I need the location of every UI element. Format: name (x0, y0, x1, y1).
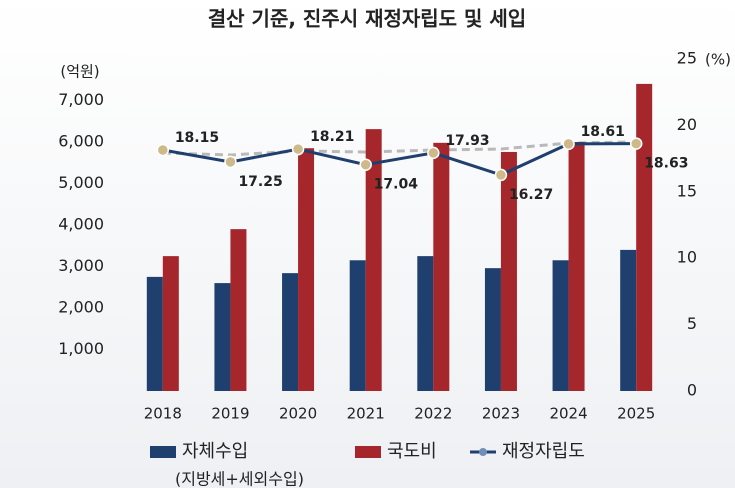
bar (636, 83, 653, 392)
trend-line (162, 140, 637, 157)
x-tick-label: 2021 (347, 405, 385, 423)
bar (568, 142, 585, 391)
y-tick-label: 6,000 (58, 132, 104, 151)
y2-tick-label: 10 (677, 248, 697, 267)
legend-label: 국도비 (387, 441, 437, 462)
x-tick-label: 2024 (549, 405, 587, 423)
y2-tick-label: 5 (687, 314, 697, 333)
x-tick-label: 2022 (414, 405, 452, 423)
bar (500, 151, 517, 391)
data-label: 18.61 (581, 124, 625, 140)
data-label: 17.93 (445, 133, 489, 149)
bar (146, 276, 163, 391)
bar (433, 142, 450, 391)
bar (298, 148, 315, 391)
bar (214, 283, 231, 391)
y2-tick-label: 0 (687, 381, 697, 400)
x-tick-label: 2025 (617, 405, 655, 423)
chart-title: 결산 기준, 진주시 재정자립도 및 세입 (208, 7, 526, 31)
y-tick-label: 7,000 (58, 90, 104, 109)
legend-swatch (355, 446, 381, 458)
y2-tick-label: 25 (677, 49, 697, 68)
x-tick-label: 2019 (211, 405, 249, 423)
legend-note: (지방세+세외수입) (175, 470, 304, 488)
y2-tick-label: 15 (677, 181, 697, 200)
x-tick-label: 2018 (144, 405, 182, 423)
data-label: 16.27 (509, 187, 553, 203)
y-axis-label: (억원) (60, 63, 99, 81)
bar (417, 256, 434, 391)
data-label: 17.25 (238, 174, 282, 190)
y2-axis-label: (%) (705, 51, 731, 69)
data-label: 18.21 (310, 129, 354, 145)
bar (620, 249, 637, 391)
bar (365, 129, 382, 391)
line-marker (291, 142, 305, 156)
line-marker (562, 137, 575, 151)
bar (484, 268, 501, 391)
bar (162, 256, 179, 391)
legend-swatch (479, 448, 487, 456)
y-tick-label: 4,000 (58, 215, 104, 234)
data-label: 18.15 (175, 130, 219, 146)
x-tick-label: 2023 (482, 405, 520, 423)
line-marker (629, 137, 643, 150)
bar (552, 260, 569, 391)
line (162, 142, 637, 177)
y-tick-label: 2,000 (58, 298, 104, 317)
bar (230, 229, 247, 391)
line-marker (427, 146, 440, 160)
line-marker (156, 143, 170, 157)
x-tick-label: 2020 (279, 405, 317, 423)
line-marker (359, 158, 372, 171)
line-marker (224, 155, 237, 169)
bar (349, 260, 366, 391)
y2-tick-label: 20 (677, 115, 697, 134)
legend-swatch (150, 446, 176, 458)
legend-label: 재정자립도 (502, 441, 585, 462)
y-tick-label: 1,000 (58, 339, 104, 358)
y-tick-label: 5,000 (58, 173, 104, 192)
data-label: 17.04 (374, 177, 419, 193)
line-marker (494, 168, 508, 182)
legend-label: 자체수입 (182, 441, 248, 462)
data-label: 18.63 (644, 156, 688, 172)
bar (282, 273, 299, 391)
y-tick-label: 3,000 (58, 256, 104, 275)
